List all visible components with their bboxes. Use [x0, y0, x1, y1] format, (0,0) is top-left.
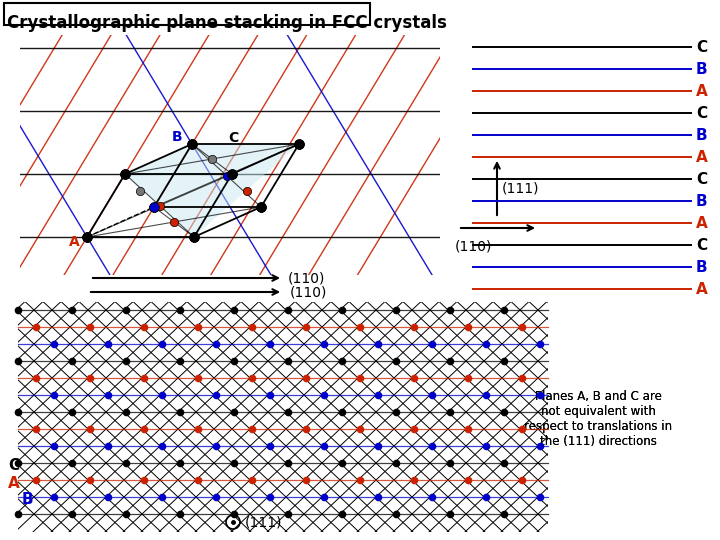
Text: C: C — [696, 106, 707, 122]
Polygon shape — [125, 144, 299, 237]
Text: Planes A, B and C are
not equivalent with
respect to translations in
the (111) d: Planes A, B and C are not equivalent wit… — [524, 390, 672, 448]
Text: (110): (110) — [455, 240, 492, 254]
Text: C: C — [696, 239, 707, 253]
Text: A: A — [696, 282, 708, 298]
Text: (110): (110) — [288, 271, 325, 285]
Text: (110): (110) — [290, 285, 328, 299]
Text: B: B — [172, 130, 183, 144]
Text: C: C — [8, 458, 19, 474]
Text: B: B — [696, 63, 708, 78]
Text: Planes A, B and C are
not equivalent with
respect to translations in
the (111) d: Planes A, B and C are not equivalent wit… — [524, 390, 672, 448]
Text: B: B — [696, 194, 708, 210]
Text: Crystallographic plane stacking in FCC crystals: Crystallographic plane stacking in FCC c… — [7, 14, 447, 32]
Text: C: C — [228, 131, 238, 145]
Text: A: A — [696, 217, 708, 232]
Text: B: B — [22, 492, 34, 508]
Text: A: A — [69, 235, 80, 249]
Text: A: A — [696, 84, 708, 99]
Text: C: C — [696, 172, 707, 187]
Text: C: C — [696, 40, 707, 56]
Text: A: A — [696, 151, 708, 165]
Text: (111): (111) — [502, 181, 539, 195]
Text: (111): (111) — [245, 515, 282, 529]
Text: A: A — [8, 476, 19, 490]
Text: B: B — [696, 129, 708, 144]
Text: B: B — [696, 260, 708, 275]
